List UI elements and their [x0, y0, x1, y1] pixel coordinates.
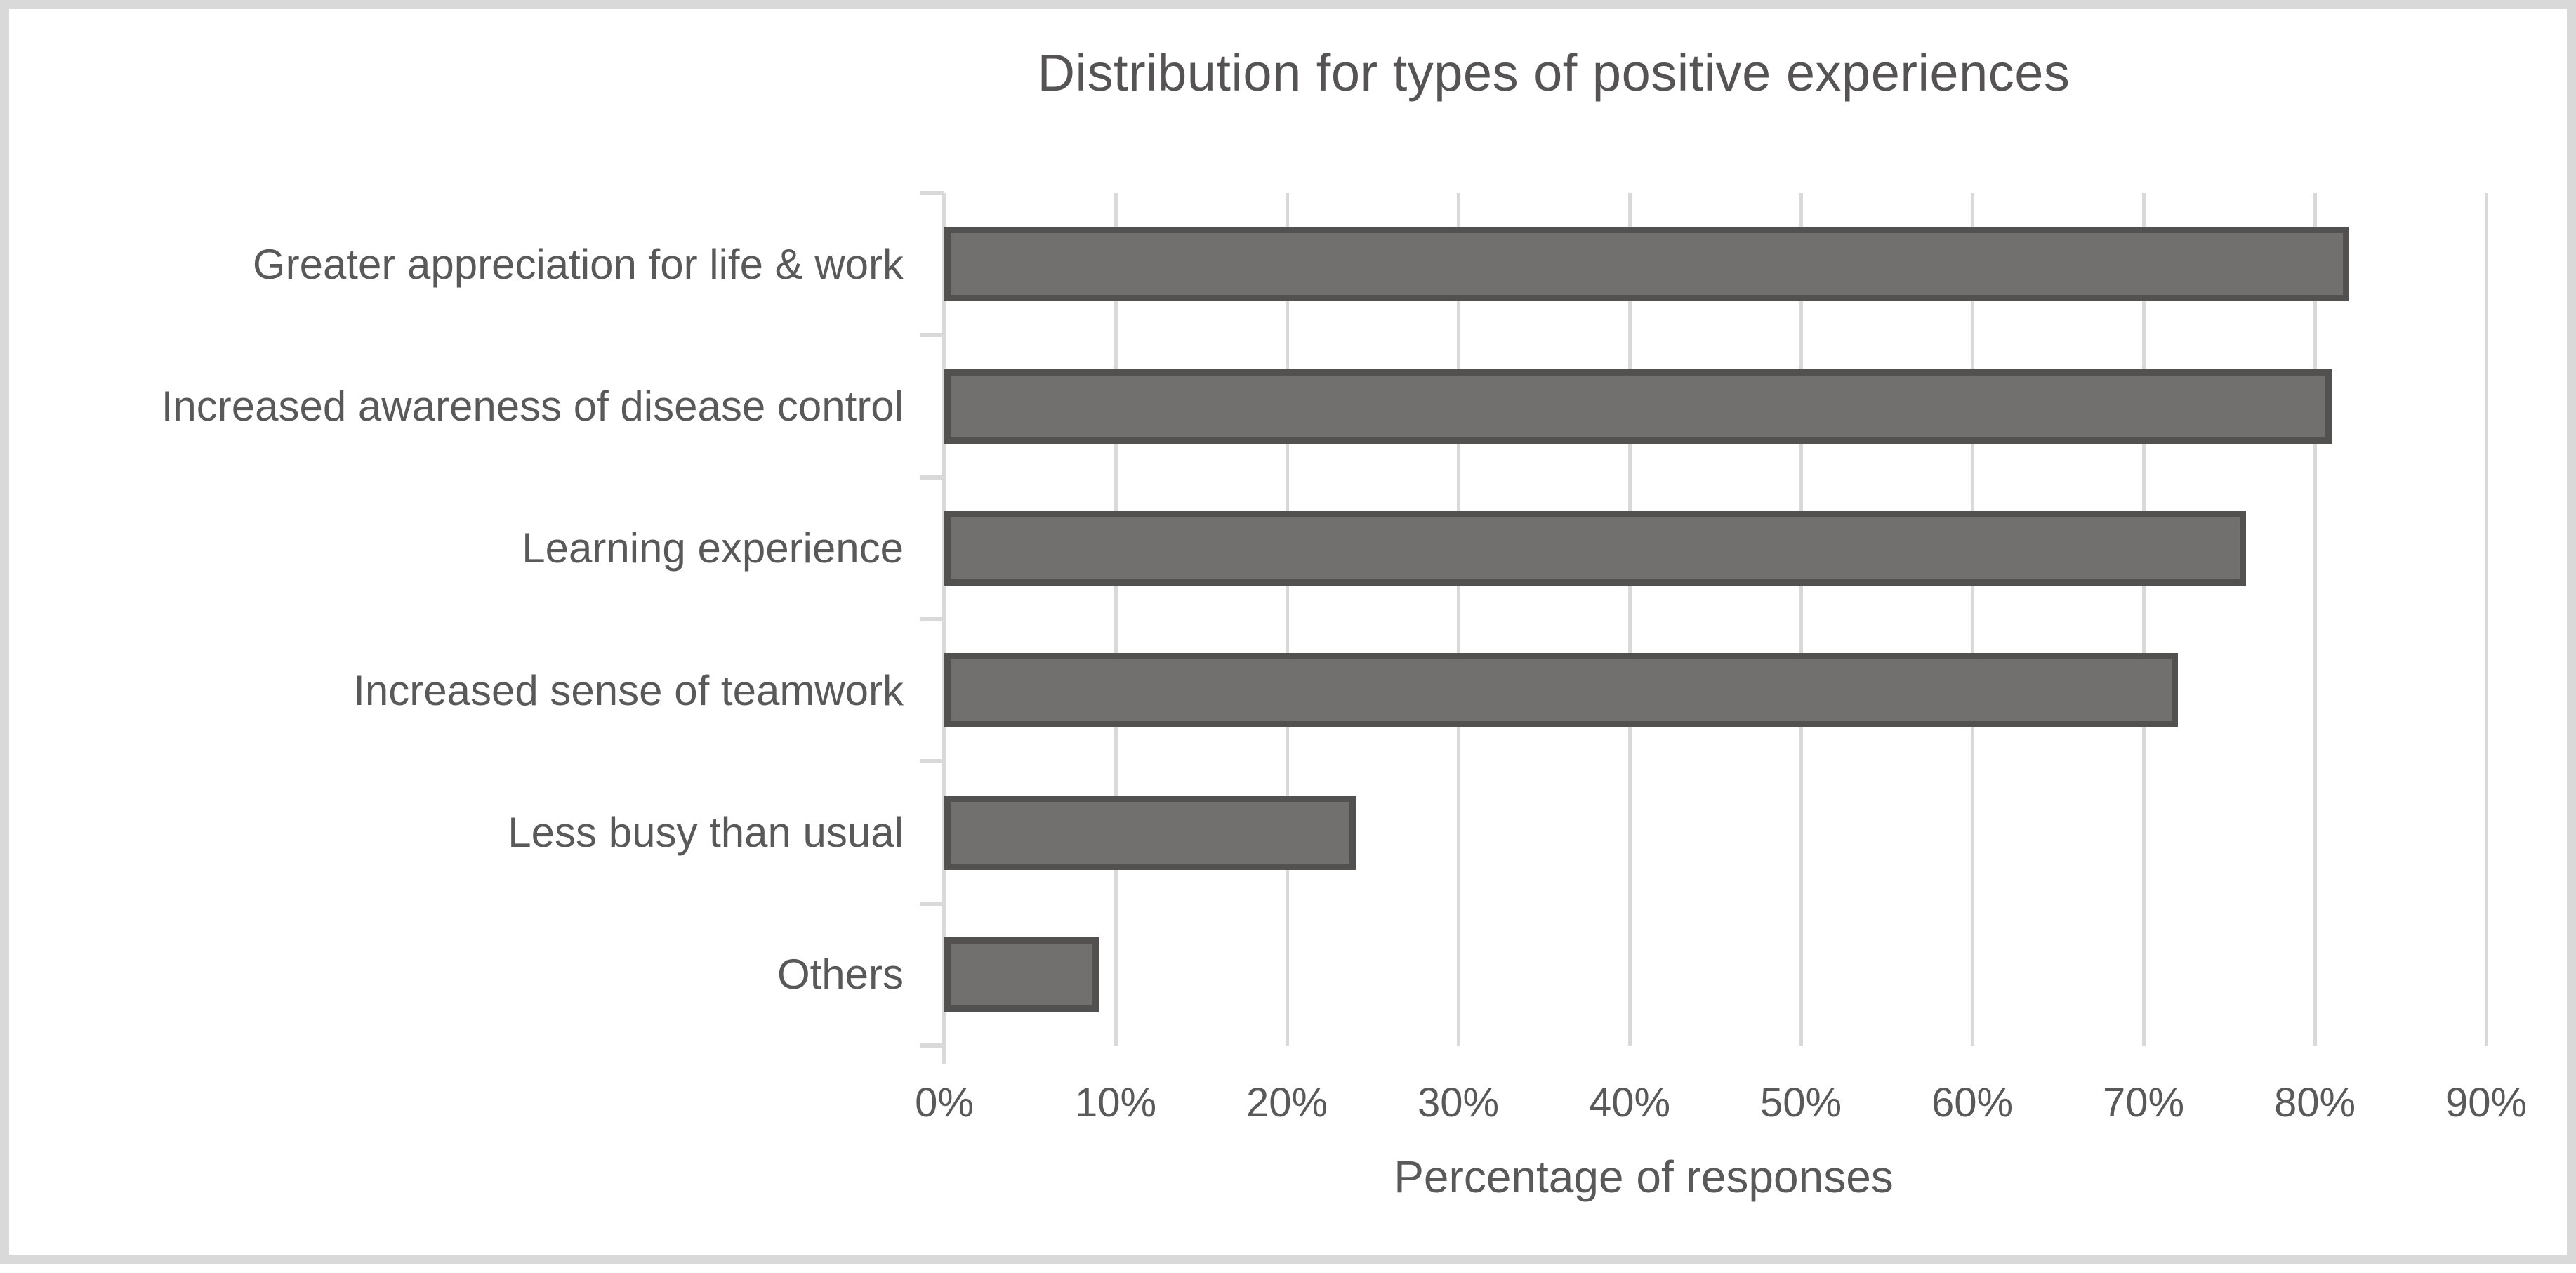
category-axis-tick: [920, 901, 944, 906]
plot-area: 0% 10% 20% 30% 40% 50% 60% 70% 80% 90% Greater app…: [9, 9, 2576, 1273]
category-label: Less busy than usual: [508, 808, 904, 856]
x-tick-label: 0%: [915, 1080, 974, 1126]
category-axis-tick: [920, 191, 944, 195]
gridline: [1970, 193, 1974, 1046]
category-axis-tick: [920, 617, 944, 621]
x-tick-label: 20%: [1246, 1080, 1328, 1126]
bar: [944, 369, 2332, 444]
x-tick-label: 50%: [1759, 1080, 1842, 1126]
bar: [944, 510, 2247, 586]
gridline: [1456, 193, 1460, 1046]
x-tick-label: 10%: [1074, 1080, 1157, 1126]
category-axis-tick: [920, 1043, 944, 1048]
category-label: Increased awareness of disease control: [161, 382, 904, 430]
bar: [944, 795, 1356, 870]
category-axis-tick: [920, 475, 944, 480]
gridline: [1114, 193, 1118, 1046]
gridline: [2141, 193, 2146, 1046]
gridline: [2313, 193, 2317, 1046]
chart-title: Distribution for types of positive exper…: [1037, 44, 2070, 102]
gridline: [1285, 193, 1289, 1046]
bar: [944, 227, 2349, 302]
x-axis-title: Percentage of responses: [1394, 1152, 1894, 1202]
y-axis-line: [942, 193, 946, 1064]
x-tick-label: 70%: [2102, 1080, 2185, 1126]
category-label: Others: [777, 951, 904, 998]
gridline: [1627, 193, 1632, 1046]
category-label: Greater appreciation for life & work: [252, 240, 904, 288]
category-axis-tick: [920, 333, 944, 338]
x-tick-label: 80%: [2273, 1080, 2356, 1126]
category-label: Increased sense of teamwork: [353, 666, 904, 714]
bar: [944, 937, 1099, 1012]
gridline: [2484, 193, 2488, 1046]
category-axis-tick: [920, 759, 944, 764]
x-tick-label: 60%: [1931, 1080, 2014, 1126]
x-tick-label: 30%: [1417, 1080, 1500, 1126]
x-tick-label: 40%: [1588, 1080, 1671, 1126]
x-tick-label: 90%: [2445, 1080, 2528, 1126]
category-label: Learning experience: [522, 525, 904, 572]
bar: [944, 653, 2178, 728]
gridline: [1799, 193, 1803, 1046]
